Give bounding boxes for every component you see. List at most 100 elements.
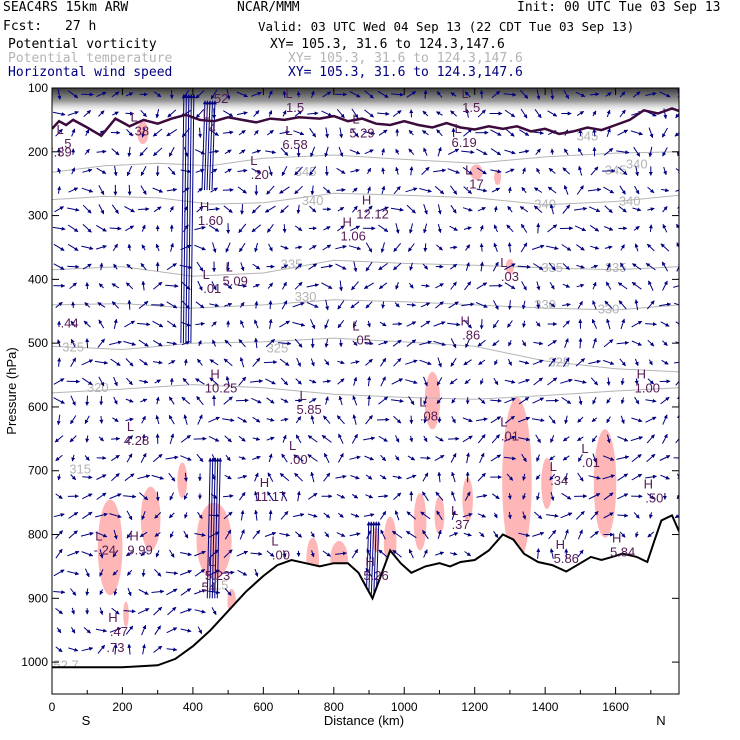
extremum-letter: L [451,503,458,518]
wind-vector [125,625,134,635]
wind-vector [392,549,402,558]
wind-vector [338,280,343,292]
wind-vector [223,494,234,499]
wind-vector [252,263,261,270]
wind-vector [633,512,640,519]
extremum-value: 7.39 [46,145,71,160]
wind-vector [578,396,583,406]
wind-vector [111,436,121,441]
wind-vector [81,551,94,557]
wind-vector [448,436,460,441]
wind-vector [279,473,290,482]
extremum-letter: L [550,459,557,474]
wind-vector [408,396,415,406]
wind-vector [620,262,626,271]
wind-vector [675,112,679,119]
wind-vector [463,128,473,137]
legend-potential-vorticity: Potential vorticity [8,37,157,52]
wind-vector [659,455,671,461]
wind-vector [602,455,615,461]
wind-vector [532,531,545,537]
wind-vector [194,609,206,614]
wind-vector [561,244,572,251]
wind-vector [576,244,585,251]
wind-vector [364,455,374,461]
wind-vector [154,568,162,577]
wind-vector [461,302,475,307]
wind-vector [84,415,90,424]
wind-vector [168,166,176,176]
wind-vector [393,242,402,252]
wind-vector [617,282,628,290]
y-tick-label: 1000 [21,655,48,669]
pv-fill-15 [413,493,427,551]
wind-vector [422,263,429,270]
wind-vector [223,358,233,367]
wind-vector [282,224,287,233]
wind-vector [71,301,76,309]
extremum-letter: L [352,319,359,334]
wind-vector [194,244,206,251]
wind-vector [154,532,161,537]
wind-vector [223,511,233,520]
wind-vector [57,89,62,100]
wind-vector [296,91,301,98]
wind-vector [337,378,345,385]
wind-vector [70,474,77,481]
wind-vector [521,339,527,347]
wind-vector [337,512,344,518]
wind-vector [606,397,611,404]
wind-vector [592,453,597,463]
wind-vector [451,510,456,520]
wind-vector [675,168,679,174]
wind-vector [208,435,220,442]
wind-vector [406,91,417,98]
wind-vector [563,148,569,156]
wind-vector [55,548,63,559]
wind-vector [137,608,150,615]
legend-potential-temperature: Potential temperature [8,51,173,66]
wind-vector [661,261,669,272]
wind-vector [165,571,179,576]
wind-vector [493,377,499,386]
wind-vector [141,644,146,655]
wind-vector [645,474,657,479]
wind-vector [521,453,527,463]
wind-vector [506,473,514,481]
wind-vector [662,280,668,291]
wind-vector [222,570,235,575]
wind-vector [436,397,443,404]
wind-vector [606,109,611,118]
wind-vector [264,531,277,537]
wind-vector [423,243,428,252]
wind-vector [127,146,132,157]
pv-fill-18 [123,601,129,628]
wind-vector [152,320,164,328]
wind-vector [477,339,486,347]
wind-vector [604,300,613,310]
wind-vector [81,377,93,386]
x-tick-label: 0 [49,700,56,714]
wind-vector [306,301,319,308]
wind-vector [532,130,544,135]
wind-vector [123,609,136,614]
wind-vector [507,511,512,520]
wind-vector [661,127,668,138]
wind-jet-vector [208,100,215,191]
wind-vector [55,128,63,137]
wind-vector [141,415,146,424]
wind-vector [477,109,486,118]
wind-vector [521,300,526,310]
x-tick-label: 600 [253,700,273,714]
wind-vector [239,149,246,155]
wind-vector [85,338,90,348]
wind-vector [562,357,570,368]
wind-vector [310,358,315,367]
wind-vector [153,147,163,157]
wind-vector [294,225,303,232]
wind-vector [96,456,107,461]
wind-vector [196,261,204,272]
wind-vector [478,397,486,404]
wind-vector [479,319,484,330]
wind-vector [616,455,630,460]
